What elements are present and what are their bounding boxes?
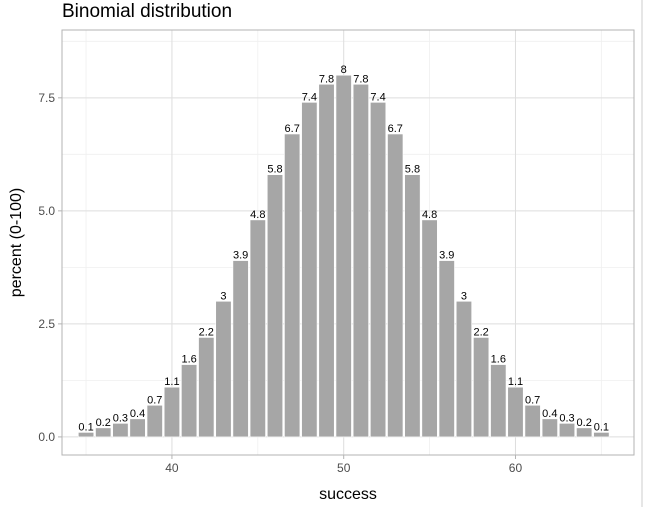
data-label-49: 7.8 [319, 73, 334, 85]
data-label-57: 3 [461, 290, 467, 302]
bar-52 [370, 102, 387, 438]
data-label-55: 4.8 [422, 209, 437, 221]
data-label-47: 6.7 [285, 123, 300, 135]
data-label-42: 2.2 [199, 326, 214, 338]
data-label-52: 7.4 [370, 91, 385, 103]
bar-41 [181, 364, 198, 438]
bar-65 [593, 432, 610, 438]
y-tick-label-1: 2.5 [38, 317, 55, 331]
bar-42 [198, 337, 215, 438]
data-label-65: 0.1 [594, 421, 609, 433]
bar-59 [490, 364, 507, 438]
data-label-60: 1.1 [508, 376, 523, 388]
data-labels: 0.1 0.2 0.3 0.40.71.11.62.233.94.85.86.77.4… [78, 64, 609, 433]
panel-border [61, 29, 635, 456]
y-axis-title: percent (0-100) [8, 188, 25, 297]
bar-44 [232, 260, 249, 438]
data-label-48: 7.4 [302, 91, 317, 103]
bar-47 [284, 133, 301, 438]
data-label-58: 2.2 [473, 326, 488, 338]
bar-40 [163, 386, 180, 438]
data-label-41: 1.6 [181, 354, 196, 366]
data-label-54: 5.8 [405, 164, 420, 176]
data-label-36: 0.2 [96, 417, 111, 429]
bar-56 [438, 260, 455, 438]
bar-60 [507, 386, 524, 438]
bar-48 [301, 102, 318, 438]
data-label-38: 0.4 [130, 408, 145, 420]
bar-61 [524, 404, 541, 438]
data-label-39: 0.7 [147, 394, 162, 406]
bar-35 [78, 432, 95, 438]
chart-title: Binomial distribution [62, 1, 232, 22]
y-tick-label-3: 7.5 [38, 91, 55, 105]
x-axis-title: success [319, 486, 377, 503]
data-label-44: 3.9 [233, 250, 248, 262]
bar-50 [335, 74, 352, 438]
bars [78, 74, 610, 438]
data-label-62: 0.4 [542, 408, 557, 420]
bar-37 [112, 423, 129, 438]
bar-49 [318, 83, 335, 438]
bar-51 [352, 83, 369, 438]
bar-64 [576, 427, 593, 438]
bar-53 [387, 133, 404, 438]
y-tick-label-2: 5.0 [38, 204, 55, 218]
bar-45 [249, 219, 266, 438]
bar-36 [95, 427, 112, 438]
x-tick-label-1: 50 [337, 461, 351, 475]
bar-39 [146, 404, 163, 438]
data-label-61: 0.7 [525, 394, 540, 406]
data-label-59: 1.6 [491, 354, 506, 366]
data-label-64: 0.2 [577, 417, 592, 429]
x-tick-label-2: 60 [509, 461, 523, 475]
data-label-63: 0.3 [559, 412, 574, 424]
bar-58 [473, 337, 490, 438]
data-label-37: 0.3 [113, 412, 128, 424]
y-tick-label-0: 0.0 [38, 430, 55, 444]
bar-62 [541, 418, 558, 438]
data-label-40: 1.1 [164, 376, 179, 388]
data-label-46: 5.8 [267, 164, 282, 176]
data-label-35: 0.1 [78, 421, 93, 433]
window-edge [641, 0, 643, 507]
data-label-45: 4.8 [250, 209, 265, 221]
axes: 40 50 60 0.0 2.5 5.0 7.5 [38, 91, 522, 475]
bar-54 [404, 174, 421, 438]
bar-46 [266, 174, 284, 438]
bar-57 [455, 300, 472, 438]
bar-55 [421, 219, 438, 438]
x-tick-label-0: 40 [165, 461, 179, 475]
bar-38 [129, 418, 146, 438]
data-label-51: 7.8 [353, 73, 368, 85]
data-label-53: 6.7 [388, 123, 403, 135]
data-label-50: 8 [341, 64, 347, 76]
bar-43 [215, 300, 232, 438]
data-label-43: 3 [220, 290, 226, 302]
data-label-56: 3.9 [439, 250, 454, 262]
bar-63 [558, 423, 576, 438]
